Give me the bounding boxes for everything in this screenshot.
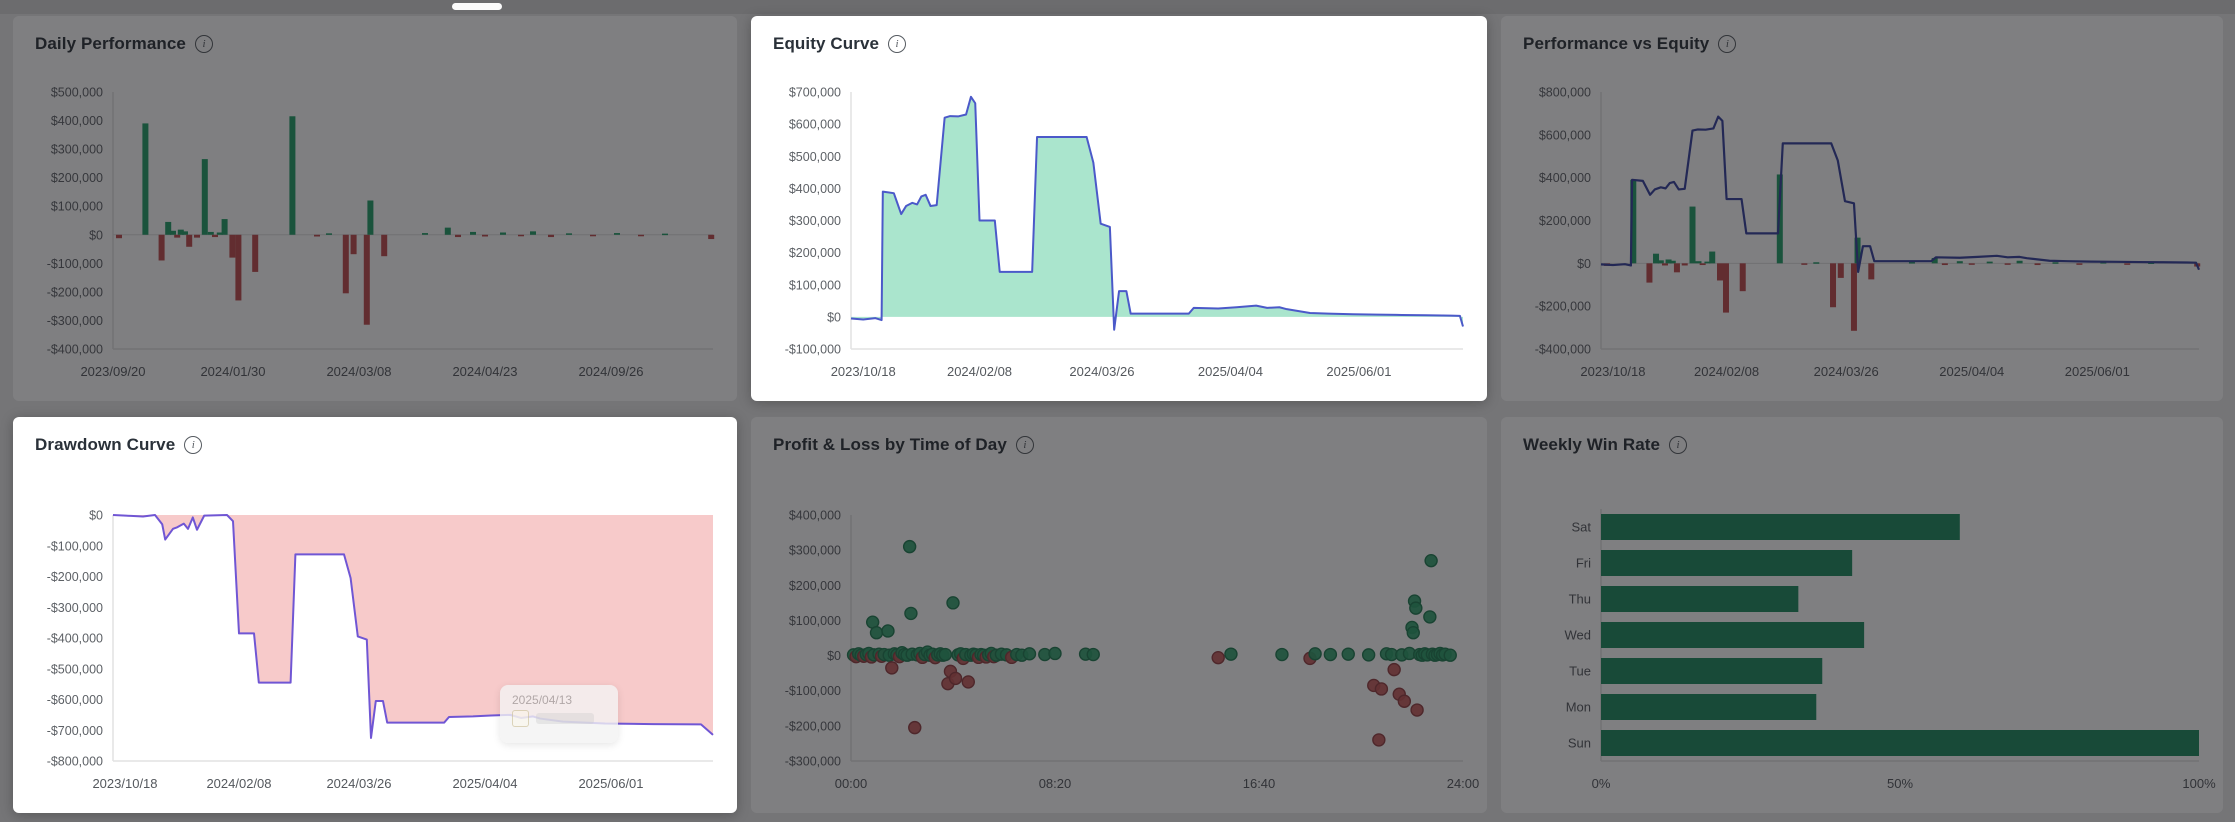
svg-text:-$300,000: -$300,000 bbox=[47, 601, 103, 615]
svg-text:$100,000: $100,000 bbox=[789, 278, 841, 292]
tooltip-swatch bbox=[512, 710, 529, 727]
card-title: Drawdown Curve bbox=[35, 435, 176, 454]
svg-text:2025/04/04: 2025/04/04 bbox=[1198, 364, 1263, 379]
svg-text:-$500,000: -$500,000 bbox=[47, 662, 103, 676]
tooltip-value-row bbox=[500, 710, 618, 727]
tooltip-date: 2025/04/13 bbox=[512, 693, 573, 707]
svg-text:-$100,000: -$100,000 bbox=[47, 539, 103, 553]
svg-text:-$800,000: -$800,000 bbox=[47, 755, 103, 769]
svg-text:-$100,000: -$100,000 bbox=[785, 343, 841, 357]
info-icon[interactable]: i bbox=[184, 436, 203, 454]
card-header: Drawdown Curve i bbox=[13, 417, 737, 455]
svg-text:2025/06/01: 2025/06/01 bbox=[1326, 364, 1391, 379]
svg-text:2024/03/26: 2024/03/26 bbox=[326, 776, 391, 791]
svg-text:$0: $0 bbox=[89, 509, 103, 523]
drawdown-curve-chart[interactable]: $0 -$100,000 -$200,000 -$300,000 -$400,000 -$… bbox=[13, 469, 737, 813]
svg-text:$600,000: $600,000 bbox=[789, 118, 841, 132]
equity-curve-chart[interactable]: $700,000 $600,000 $500,000 $400,000 $300,000… bbox=[751, 68, 1487, 401]
svg-text:2023/10/18: 2023/10/18 bbox=[92, 776, 157, 791]
svg-text:2024/03/26: 2024/03/26 bbox=[1069, 364, 1134, 379]
svg-text:$500,000: $500,000 bbox=[789, 150, 841, 164]
svg-text:$400,000: $400,000 bbox=[789, 182, 841, 196]
svg-text:-$400,000: -$400,000 bbox=[47, 632, 103, 646]
chart-tooltip: 2025/04/13 bbox=[500, 685, 618, 743]
svg-text:$0: $0 bbox=[827, 310, 841, 324]
card-title: Equity Curve bbox=[773, 34, 880, 53]
svg-text:$700,000: $700,000 bbox=[789, 86, 841, 100]
card-equity-curve: Equity Curve i $700,000 $600,000 $500,000 $… bbox=[751, 16, 1487, 401]
svg-text:2024/02/08: 2024/02/08 bbox=[947, 364, 1012, 379]
svg-text:2025/06/01: 2025/06/01 bbox=[578, 776, 643, 791]
svg-text:2024/02/08: 2024/02/08 bbox=[206, 776, 271, 791]
svg-text:$200,000: $200,000 bbox=[789, 246, 841, 260]
info-icon[interactable]: i bbox=[888, 35, 907, 53]
card-drawdown-curve: Drawdown Curve i $0 -$100,000 -$200,000 -$3… bbox=[13, 417, 737, 813]
horizontal-scrollbar-thumb[interactable] bbox=[452, 3, 502, 10]
svg-text:-$600,000: -$600,000 bbox=[47, 693, 103, 707]
svg-text:-$200,000: -$200,000 bbox=[47, 570, 103, 584]
svg-text:2023/10/18: 2023/10/18 bbox=[831, 364, 896, 379]
svg-text:$300,000: $300,000 bbox=[789, 214, 841, 228]
svg-text:-$700,000: -$700,000 bbox=[47, 724, 103, 738]
tooltip-value-bar bbox=[536, 713, 594, 724]
svg-text:2025/04/04: 2025/04/04 bbox=[452, 776, 517, 791]
card-header: Equity Curve i bbox=[751, 16, 1487, 54]
